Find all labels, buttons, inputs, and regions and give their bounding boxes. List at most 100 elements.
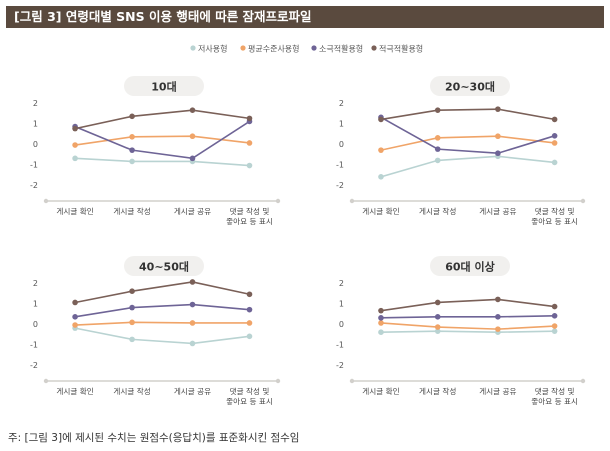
panel2-series-1-point-4	[551, 159, 558, 166]
panel3-series-2-point-3	[189, 320, 196, 326]
panel1-series-2-point-3	[189, 133, 196, 140]
panel2-series-3-point-4	[551, 133, 558, 139]
panel2-series-3-point-3	[495, 150, 501, 157]
panel1-ytick-3: 0	[33, 140, 38, 149]
panel1-ytick-1: 2	[33, 99, 38, 108]
panel3-series-3-point-1	[72, 314, 78, 320]
panel4-series-line-4	[380, 298, 555, 312]
panel4-series-line-2	[380, 322, 555, 330]
panel4-series-2-point-1	[378, 320, 384, 326]
panel3-series-4-point-1	[72, 299, 78, 306]
panel2-series-2-point-3	[495, 133, 501, 140]
figure-title: [그림 3] 연령대별 SNS 이용 행태에 따른 잠재프로파일	[6, 6, 604, 28]
panel2-series-3-point-2	[434, 146, 441, 152]
panel1-series-2-point-4	[246, 140, 253, 146]
panel2-title: 20~30대	[445, 80, 495, 94]
panel3-series-1-point-2	[129, 336, 135, 343]
panel2-category-label-1: 게시글 확인	[362, 206, 399, 216]
panel4-series-1-point-2	[434, 328, 441, 334]
panel4-category-label-4: 댓글 작성 및 좋아요 등 표시	[531, 386, 578, 406]
panel3-series-2-point-1	[72, 322, 78, 328]
panel2-series-line-2	[380, 135, 555, 151]
panel3-category-label-2: 게시글 작성	[113, 386, 150, 396]
panel3-series-line-3	[74, 303, 250, 318]
panel4-series-line-1	[380, 330, 555, 334]
panel2-series-1-point-2	[434, 157, 441, 164]
panel4-series-4-point-3	[495, 296, 501, 303]
panel4-series-2-point-4	[551, 323, 558, 329]
panel1-series-line-1	[75, 157, 250, 167]
panel1-series-line-4	[74, 109, 250, 130]
panel4-category-label-2: 게시글 작성	[419, 386, 456, 396]
panel4-ytick-1: 2	[339, 279, 344, 288]
panel2-series-2-point-2	[434, 135, 441, 141]
legend-label-1: 저사용형	[198, 45, 227, 54]
panel1-category-label-2: 게시글 작성	[113, 206, 150, 216]
panel4-title: 60대 이상	[445, 260, 495, 274]
panel2-series-1-point-1	[378, 174, 384, 180]
panel3-ytick-4: -1	[30, 341, 38, 350]
panel1-category-label-3: 게시글 공유	[174, 206, 211, 216]
panel2-category-label-3: 게시글 공유	[479, 206, 516, 216]
panel3-ytick-2: 1	[33, 300, 38, 309]
panel2-ytick-2: 1	[339, 120, 344, 129]
panel3-series-1-point-4	[246, 333, 253, 340]
panel4-x-axis-end-left	[349, 378, 355, 384]
panel2-ytick-3: 0	[339, 140, 344, 149]
panel4-series-3-point-2	[434, 314, 441, 320]
panel2-series-4-point-3	[495, 106, 501, 112]
panel3-series-line-4	[74, 281, 250, 304]
panel4-series-2-point-2	[434, 324, 441, 330]
panel3-series-line-2	[75, 321, 250, 326]
panel3-category-label-3: 게시글 공유	[174, 386, 211, 396]
panel4-series-3-point-1	[378, 315, 384, 321]
legend-label-3: 소극적활용형	[319, 44, 363, 54]
panel2-ytick-4: -1	[336, 161, 344, 170]
panel1-series-2-point-2	[129, 134, 135, 140]
panel3-title: 40~50대	[139, 260, 189, 274]
panel1-series-4-point-2	[129, 113, 135, 120]
panel1-series-1-point-2	[129, 158, 135, 165]
panel2-category-label-4: 댓글 작성 및 좋아요 등 표시	[531, 206, 578, 226]
panel4-series-1-point-1	[378, 329, 384, 336]
legend-label-4: 적극적활용형	[379, 44, 423, 54]
panel1-series-4-point-1	[72, 125, 78, 132]
legend-marker-2	[240, 45, 246, 51]
panel3-series-3-point-4	[246, 306, 253, 313]
panel1-x-axis-end-right	[275, 198, 281, 204]
panel4-x-axis-end-right	[580, 378, 586, 384]
footnote: 주: [그림 3]에 제시된 수치는 원점수(응답치)를 표준화시킨 점수임	[8, 432, 300, 444]
panel4-title-pill	[430, 256, 510, 276]
panel4-category-label-1: 게시글 확인	[362, 386, 399, 396]
panel1-series-2-point-1	[72, 142, 78, 148]
panel1-ytick-4: -1	[30, 161, 38, 170]
panel3-series-2-point-4	[246, 320, 253, 326]
panel1-category-label-4: 댓글 작성 및 좋아요 등 표시	[226, 206, 273, 226]
panel4-series-3-point-4	[551, 313, 558, 319]
panel1-series-3-point-3	[189, 155, 196, 162]
panel3-series-3-point-2	[129, 304, 135, 311]
panel1-ytick-5: -2	[30, 181, 38, 190]
panel2-series-2-point-1	[378, 147, 384, 153]
panel1-series-3-point-2	[129, 147, 135, 153]
panel3-x-axis-end-left	[43, 378, 49, 384]
panel1-title: 10대	[151, 80, 176, 94]
panel4-category-label-3: 게시글 공유	[479, 386, 516, 396]
panel2-series-4-point-4	[551, 116, 558, 123]
legend-marker-3	[311, 45, 317, 51]
panel3-series-4-point-2	[129, 288, 135, 295]
panel3-title-pill	[124, 256, 204, 276]
panel2-series-line-4	[380, 108, 555, 121]
panel4-ytick-5: -2	[336, 361, 344, 370]
panel4-series-line-3	[380, 315, 555, 319]
panel1-category-label-1: 게시글 확인	[56, 206, 93, 216]
panel2-title-pill	[430, 76, 510, 96]
panel3-ytick-3: 0	[33, 320, 38, 329]
panel4-series-2-point-3	[495, 326, 501, 332]
panel2-x-axis-end-left	[349, 198, 355, 204]
panel3-category-label-4: 댓글 작성 및 좋아요 등 표시	[226, 386, 273, 406]
panel4-series-3-point-3	[495, 314, 501, 320]
panel3-series-1-point-3	[189, 340, 196, 347]
legend-label-2: 평균수준사용형	[248, 44, 300, 54]
